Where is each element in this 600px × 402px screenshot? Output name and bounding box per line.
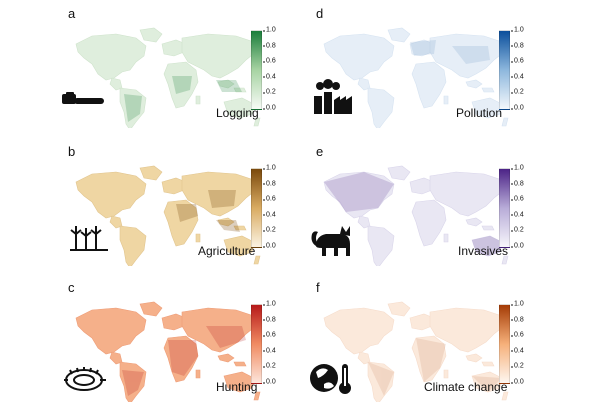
colorbar-tick: 0.8	[511, 316, 524, 324]
colorbar	[499, 304, 510, 384]
colorbar-tick: 0.6	[511, 57, 524, 65]
colorbar	[251, 30, 262, 110]
panel-title: Pollution	[456, 106, 503, 120]
panel-title: Climate change	[424, 380, 508, 394]
colorbar-tick: 1.0	[511, 300, 524, 308]
colorbar-tick: 0.6	[263, 57, 276, 65]
panel-letter: d	[316, 6, 324, 21]
chainsaw-icon	[62, 92, 104, 104]
colorbar-ticks: 1.0 0.8 0.6 0.4 0.2 0.0	[263, 26, 306, 112]
panel-climate-change: f Climate change 1.0 0.8 0.6 0.4 0.2 0.0	[306, 280, 576, 402]
globe-thermometer-icon	[310, 364, 351, 394]
colorbar-tick: 1.0	[263, 26, 276, 34]
colorbar-tick: 0.8	[511, 180, 524, 188]
colorbar-tick: 0.4	[263, 347, 276, 355]
colorbar-tick: 0.4	[263, 211, 276, 219]
world-map	[323, 165, 509, 266]
world-map	[75, 165, 261, 266]
colorbar-ticks: 1.0 0.8 0.6 0.4 0.2 0.0	[511, 164, 554, 250]
colorbar-tick: 1.0	[263, 300, 276, 308]
colorbar-tick: 0.2	[263, 362, 276, 370]
panel-title: Invasives	[458, 244, 509, 258]
colorbar	[499, 30, 510, 110]
colorbar-tick: 0.0	[263, 104, 276, 112]
panel-title: Logging	[216, 106, 259, 120]
crops-icon	[70, 226, 108, 251]
colorbar-tick: 0.8	[263, 180, 276, 188]
panel-letter: e	[316, 144, 324, 159]
factory-icon	[314, 79, 352, 114]
colorbar-tick: 0.6	[263, 195, 276, 203]
colorbar	[499, 168, 510, 248]
colorbar-tick: 1.0	[263, 164, 276, 172]
panel-hunting: c Hunting 1.0 0.8 0.6 0.4 0.2 0.0	[58, 280, 328, 402]
colorbar-ticks: 1.0 0.8 0.6 0.4 0.2 0.0	[263, 164, 306, 250]
colorbar-tick: 0.0	[263, 242, 276, 250]
colorbar-tick: 0.4	[511, 211, 524, 219]
colorbar-tick: 0.2	[511, 362, 524, 370]
colorbar-tick: 0.6	[263, 331, 276, 339]
panel-letter: f	[316, 280, 320, 295]
colorbar-ticks: 1.0 0.8 0.6 0.4 0.2 0.0	[511, 26, 554, 112]
panel-letter: c	[68, 280, 75, 295]
colorbar-tick: 0.6	[511, 331, 524, 339]
colorbar-ticks: 1.0 0.8 0.6 0.4 0.2 0.0	[263, 300, 306, 386]
cat-icon	[311, 226, 350, 256]
colorbar-tick: 1.0	[511, 164, 524, 172]
colorbar-tick: 0.4	[263, 73, 276, 81]
colorbar	[251, 168, 262, 248]
colorbar-tick: 0.2	[511, 226, 524, 234]
world-map	[75, 301, 261, 402]
panel-invasives: e Invasives 1.0 0.8 0.6 0.4 0.2 0.0	[306, 144, 576, 266]
colorbar-tick: 0.2	[263, 88, 276, 96]
panel-letter: b	[68, 144, 76, 159]
panel-title: Agriculture	[198, 244, 256, 258]
world-map	[323, 27, 509, 128]
colorbar-tick: 0.4	[511, 347, 524, 355]
colorbar-tick: 0.8	[511, 42, 524, 50]
colorbar-tick: 0.0	[511, 242, 524, 250]
colorbar	[251, 304, 262, 384]
colorbar-tick: 0.8	[263, 42, 276, 50]
panel-title: Hunting	[216, 380, 258, 394]
colorbar-tick: 0.8	[263, 316, 276, 324]
colorbar-tick: 0.6	[511, 195, 524, 203]
colorbar-tick: 0.2	[511, 88, 524, 96]
panel-logging: a Logging 1.0 0.8 0.6 0.4 0.2 0.0	[58, 6, 328, 128]
panel-letter: a	[68, 6, 76, 21]
colorbar-tick: 0.4	[511, 73, 524, 81]
colorbar-ticks: 1.0 0.8 0.6 0.4 0.2 0.0	[511, 300, 554, 386]
panel-agriculture: b Agriculture 1.0 0.8 0.6 0.4 0.2 0.0	[58, 144, 328, 266]
panel-pollution: d Pollution 1.0 0.8 0.6 0.4 0.2 0.0	[306, 6, 576, 128]
colorbar-tick: 1.0	[511, 26, 524, 34]
world-map	[75, 27, 261, 128]
colorbar-tick: 0.2	[263, 226, 276, 234]
colorbar-tick: 0.0	[511, 378, 524, 386]
colorbar-tick: 0.0	[263, 378, 276, 386]
world-map	[323, 301, 509, 402]
trap-icon	[64, 367, 106, 391]
colorbar-tick: 0.0	[511, 104, 524, 112]
